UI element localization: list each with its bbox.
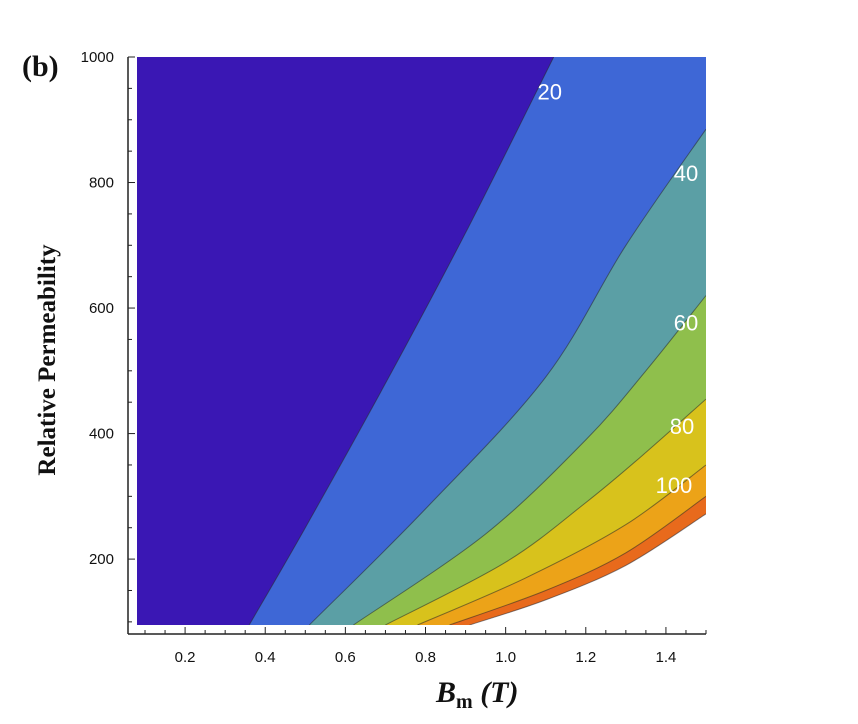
- panel-label: (b): [22, 50, 59, 83]
- contour-bands: [137, 57, 706, 625]
- axes: 0.2 0.4 0.6 0.8 1.0 1.2 1.4 200 400 600 800 1000: [81, 49, 707, 666]
- x-tick-label: 0.6: [335, 649, 356, 666]
- y-tick-label: 200: [89, 551, 114, 568]
- contour-line-40: [308, 128, 706, 625]
- x-tick-label: 0.4: [255, 649, 276, 666]
- x-tick-label: 1.0: [495, 649, 516, 666]
- x-tick-label: 1.4: [655, 649, 676, 666]
- y-axis-label: Relative Permeability: [34, 244, 61, 476]
- contour-labels: 20 40 60 80 100: [537, 80, 698, 499]
- x-axis-subscript: m: [456, 691, 473, 713]
- x-axis-label: Bm (T): [436, 676, 519, 714]
- contour-label-40: 40: [674, 161, 698, 186]
- x-tick-label: 0.2: [175, 649, 196, 666]
- y-tick-label: 600: [89, 300, 114, 317]
- y-tick-label: 1000: [81, 49, 114, 66]
- contour-label-60: 60: [674, 310, 698, 335]
- contour-line-80: [385, 398, 706, 625]
- x-axis-symbol: B: [436, 676, 457, 709]
- x-tick-label: 1.2: [575, 649, 596, 666]
- y-tick-label: 800: [89, 175, 114, 192]
- y-tick-label: 400: [89, 426, 114, 443]
- x-tick-label: 0.8: [415, 649, 436, 666]
- contour-label-20: 20: [537, 80, 561, 105]
- contour-line-100: [417, 464, 706, 625]
- contour-line-120: [449, 495, 706, 625]
- contour-line-20: [248, 57, 555, 625]
- contour-line-140: [469, 513, 706, 625]
- band-undefined: [469, 513, 706, 625]
- contour-label-100: 100: [656, 473, 693, 498]
- contour-label-80: 80: [670, 414, 694, 439]
- contour-line-60: [353, 295, 706, 625]
- contour-lines: [248, 57, 706, 625]
- x-axis-unit: (T): [480, 676, 519, 709]
